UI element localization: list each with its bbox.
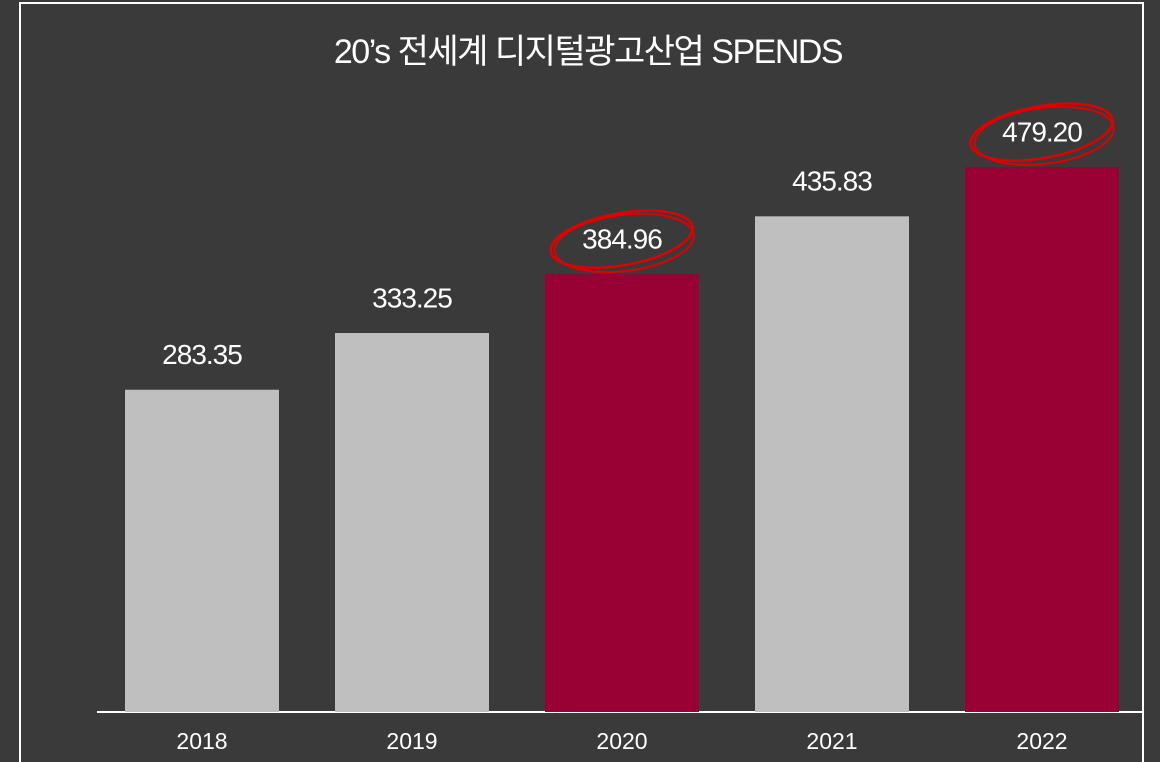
value-label: 479.20 xyxy=(1002,116,1082,147)
value-label: 333.25 xyxy=(372,282,452,313)
highlight-circle xyxy=(553,212,695,273)
x-tick-label: 2018 xyxy=(176,728,227,754)
highlight-circle xyxy=(969,102,1114,162)
bar xyxy=(755,216,909,712)
bar xyxy=(965,167,1119,712)
x-tick-label: 2020 xyxy=(596,728,647,754)
highlight-circle xyxy=(973,105,1115,166)
highlight-circle xyxy=(549,209,694,269)
value-label: 435.83 xyxy=(792,166,872,197)
bar xyxy=(335,332,489,712)
bar xyxy=(545,274,699,712)
value-label: 384.96 xyxy=(582,224,662,255)
x-tick-label: 2021 xyxy=(806,728,857,754)
x-tick-label: 2022 xyxy=(1016,728,1067,754)
frame xyxy=(19,2,1144,762)
value-label: 283.35 xyxy=(162,339,242,370)
chart-title: 20’s 전세계 디지털광고산업 SPENDS xyxy=(334,33,843,71)
bar xyxy=(125,389,279,712)
x-tick-label: 2019 xyxy=(386,728,437,754)
